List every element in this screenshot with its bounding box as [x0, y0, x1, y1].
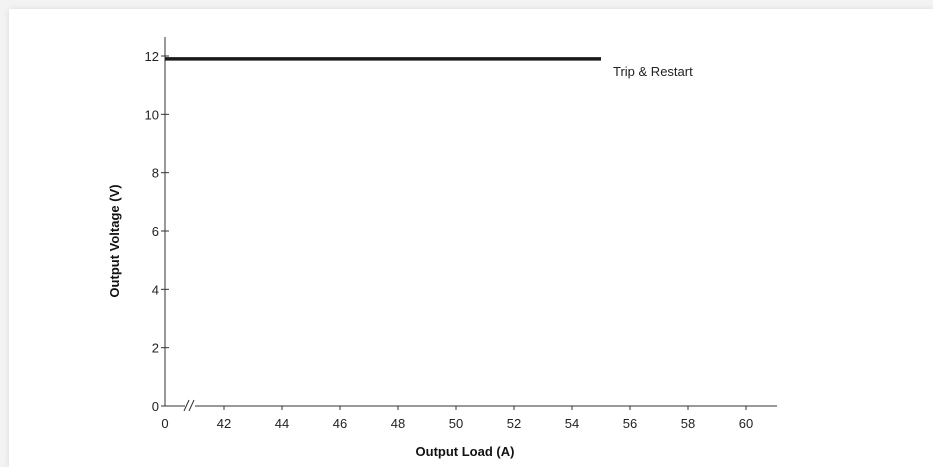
- x-axis-ticks: 0 42 44 46 48 50 52 54 56 58 60: [161, 406, 753, 431]
- x-tick-label: 54: [565, 416, 579, 431]
- x-tick-label: 60: [739, 416, 753, 431]
- x-tick-label: 42: [217, 416, 231, 431]
- x-tick-label: 56: [623, 416, 637, 431]
- y-tick-label: 6: [152, 224, 159, 239]
- x-tick-label: 0: [161, 416, 168, 431]
- chart-card: 0 2 4 6 8 10 12 0 42 44 46 48 50 52 54 56 58 60 Trip & R…: [9, 9, 933, 467]
- y-tick-label: 2: [152, 341, 159, 356]
- y-tick-label: 8: [152, 166, 159, 181]
- y-tick-label: 12: [145, 49, 159, 64]
- axis-break-icon: [183, 399, 195, 412]
- x-tick-label: 44: [275, 416, 289, 431]
- y-tick-label: 0: [152, 399, 159, 414]
- y-tick-label: 4: [152, 282, 159, 297]
- y-axis-title: Output Voltage (V): [107, 184, 122, 297]
- x-tick-label: 58: [681, 416, 695, 431]
- x-tick-label: 52: [507, 416, 521, 431]
- x-tick-label: 48: [391, 416, 405, 431]
- x-tick-label: 46: [333, 416, 347, 431]
- trip-restart-annotation: Trip & Restart: [613, 64, 693, 79]
- axis-break-stroke: [188, 399, 195, 412]
- axis-break-gap: [185, 402, 195, 410]
- x-tick-label: 50: [449, 416, 463, 431]
- y-tick-label: 10: [145, 107, 159, 122]
- x-axis-title: Output Load (A): [416, 444, 515, 459]
- y-axis-ticks: 0 2 4 6 8 10 12: [145, 49, 169, 414]
- axis-break-stroke: [183, 399, 190, 412]
